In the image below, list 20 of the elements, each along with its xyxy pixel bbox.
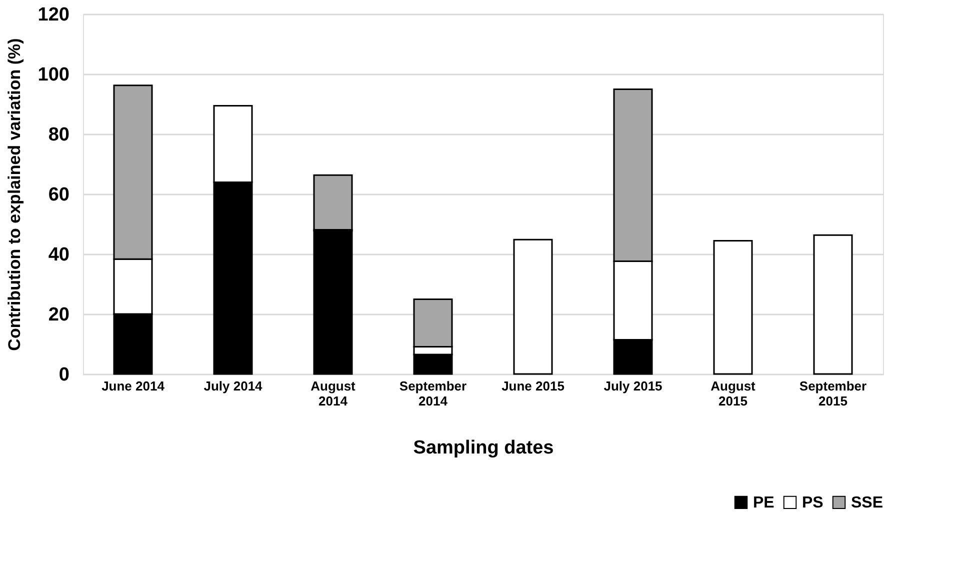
x-tick-label: September 2014 — [399, 378, 467, 408]
x-tick-label: June 2014 — [102, 378, 166, 394]
legend-label: PS — [802, 494, 824, 512]
legend-label: PE — [753, 494, 775, 512]
y-tick-label: 60 — [48, 184, 70, 206]
x-tick-label: June 2015 — [502, 378, 564, 394]
x-tick-label: September 2015 — [799, 378, 867, 408]
x-tick-label: July 2015 — [604, 378, 662, 394]
y-tick-label: 120 — [38, 4, 70, 26]
x-tick-label: July 2014 — [204, 378, 264, 394]
y-tick-label: 100 — [38, 64, 70, 86]
y-tick-label: 80 — [48, 124, 70, 146]
x-tick-label: August 2014 — [310, 378, 356, 408]
x-axis-title: Sampling dates — [413, 438, 554, 458]
y-axis-title: Contribution to explained variation (%) — [4, 38, 24, 351]
y-tick-label: 40 — [48, 244, 70, 266]
y-tick-label: 20 — [48, 304, 70, 326]
legend-label: SSE — [851, 494, 884, 512]
x-tick-label: August 2015 — [710, 378, 756, 408]
y-tick-label: 0 — [58, 364, 70, 386]
